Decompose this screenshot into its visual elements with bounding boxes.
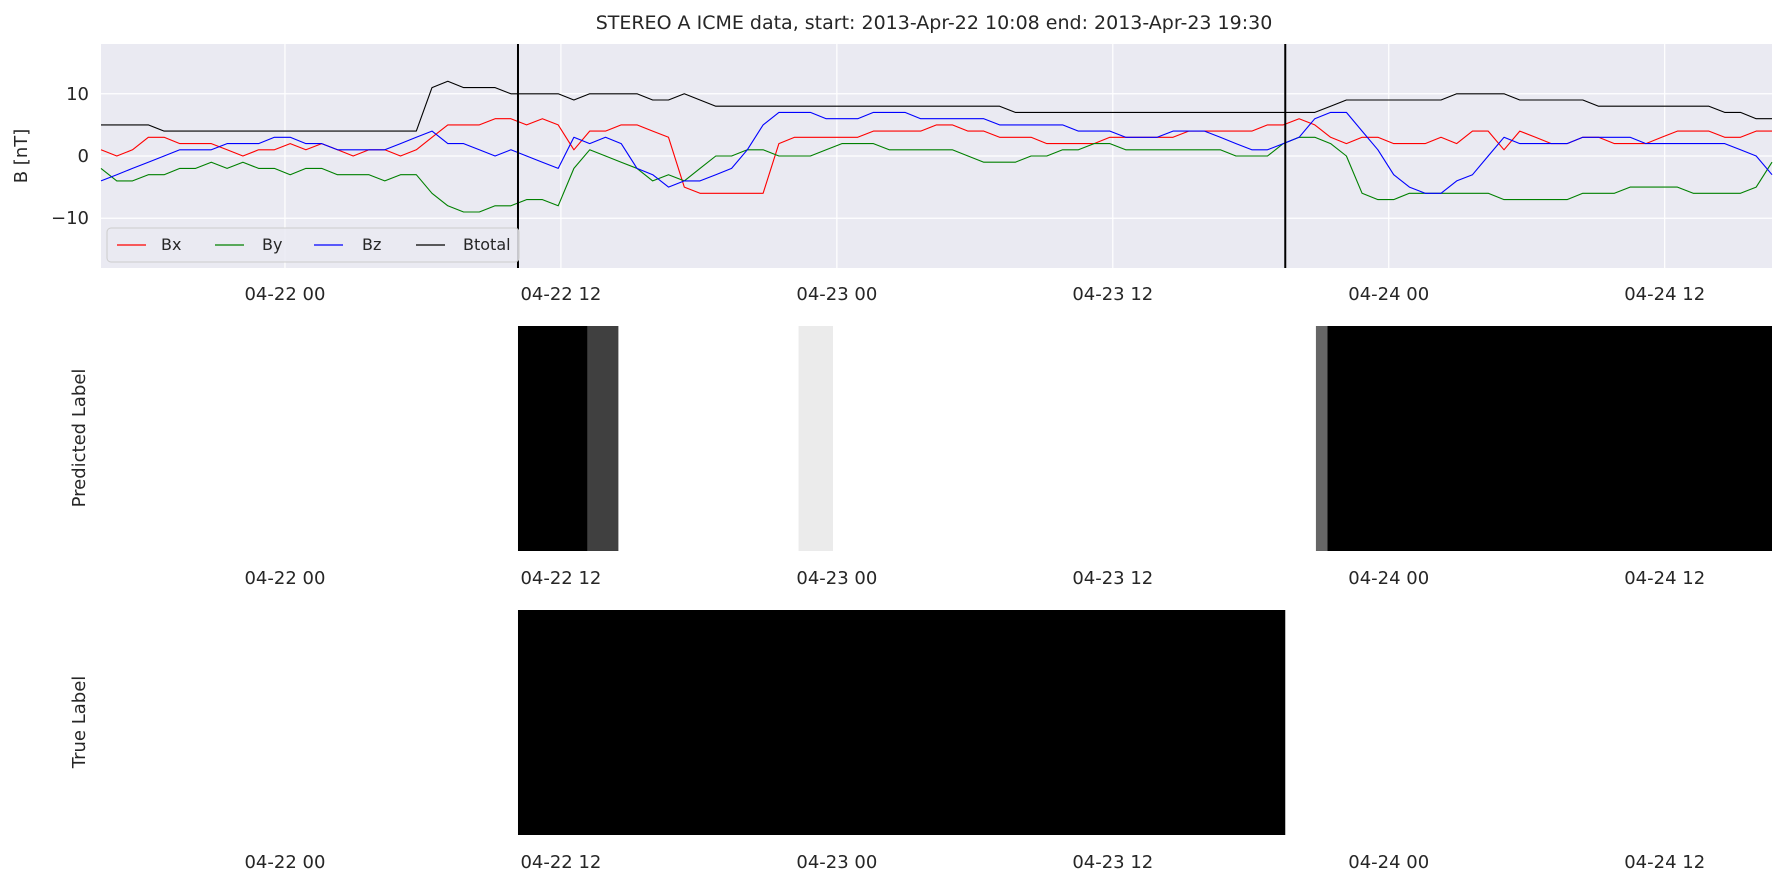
x-tick-label: 04-23 12 bbox=[1072, 568, 1153, 589]
x-tick-label: 04-23 12 bbox=[1072, 284, 1153, 305]
x-tick-label: 04-24 12 bbox=[1624, 852, 1705, 873]
legend-label-by: By bbox=[262, 235, 282, 254]
x-tick-label: 04-22 12 bbox=[520, 568, 601, 589]
legend-label-bx: Bx bbox=[161, 235, 181, 254]
legend: Bx By Bz Btotal bbox=[106, 227, 520, 263]
y-tick-label: 0 bbox=[78, 146, 89, 167]
predicted-x-axis-ticks: 04-22 00 04-22 12 04-23 00 04-23 12 04-24 00… bbox=[244, 568, 1705, 589]
x-tick-label: 04-23 00 bbox=[796, 852, 877, 873]
x-tick-label: 04-24 00 bbox=[1348, 852, 1429, 873]
y-axis-ticks: −10 0 10 bbox=[51, 84, 89, 229]
label-segment bbox=[517, 610, 1286, 835]
x-tick-label: 04-24 00 bbox=[1348, 284, 1429, 305]
label-segment bbox=[587, 326, 619, 551]
y-tick-label: −10 bbox=[51, 208, 89, 229]
x-tick-label: 04-22 00 bbox=[244, 568, 325, 589]
x-tick-label: 04-22 12 bbox=[520, 852, 601, 873]
x-axis-ticks: 04-22 00 04-22 12 04-23 00 04-23 12 04-24 00… bbox=[244, 284, 1705, 305]
y-axis-label: B [nT] bbox=[11, 129, 32, 184]
legend-label-bz: Bz bbox=[362, 235, 381, 254]
x-tick-label: 04-24 12 bbox=[1624, 568, 1705, 589]
line-plot-series bbox=[100, 80, 1773, 213]
x-tick-label: 04-24 12 bbox=[1624, 284, 1705, 305]
label-segment bbox=[1327, 326, 1772, 551]
x-tick-label: 04-22 00 bbox=[244, 284, 325, 305]
x-tick-label: 04-23 00 bbox=[796, 568, 877, 589]
x-tick-label: 04-24 00 bbox=[1348, 568, 1429, 589]
y-tick-label: 10 bbox=[66, 84, 89, 105]
series-line-bz bbox=[100, 111, 1773, 194]
predicted-label-strip bbox=[517, 326, 1772, 551]
x-tick-label: 04-22 12 bbox=[520, 284, 601, 305]
predicted-label-ylabel: Predicted Label bbox=[69, 369, 90, 508]
x-tick-label: 04-22 00 bbox=[244, 852, 325, 873]
series-line-by bbox=[100, 136, 1773, 213]
x-tick-label: 04-23 00 bbox=[796, 284, 877, 305]
chart-title: STEREO A ICME data, start: 2013-Apr-22 1… bbox=[596, 12, 1273, 34]
legend-box bbox=[106, 227, 520, 263]
true-label-strip bbox=[517, 610, 1286, 835]
true-label-ylabel: True Label bbox=[69, 676, 90, 770]
series-line-btotal bbox=[101, 80, 1772, 132]
legend-label-btotal: Btotal bbox=[463, 235, 511, 254]
label-segment bbox=[517, 326, 588, 551]
label-segment bbox=[798, 326, 834, 551]
x-tick-label: 04-23 12 bbox=[1072, 852, 1153, 873]
label-segment bbox=[1315, 326, 1328, 551]
true-x-axis-ticks: 04-22 00 04-22 12 04-23 00 04-23 12 04-24 00… bbox=[244, 852, 1705, 873]
